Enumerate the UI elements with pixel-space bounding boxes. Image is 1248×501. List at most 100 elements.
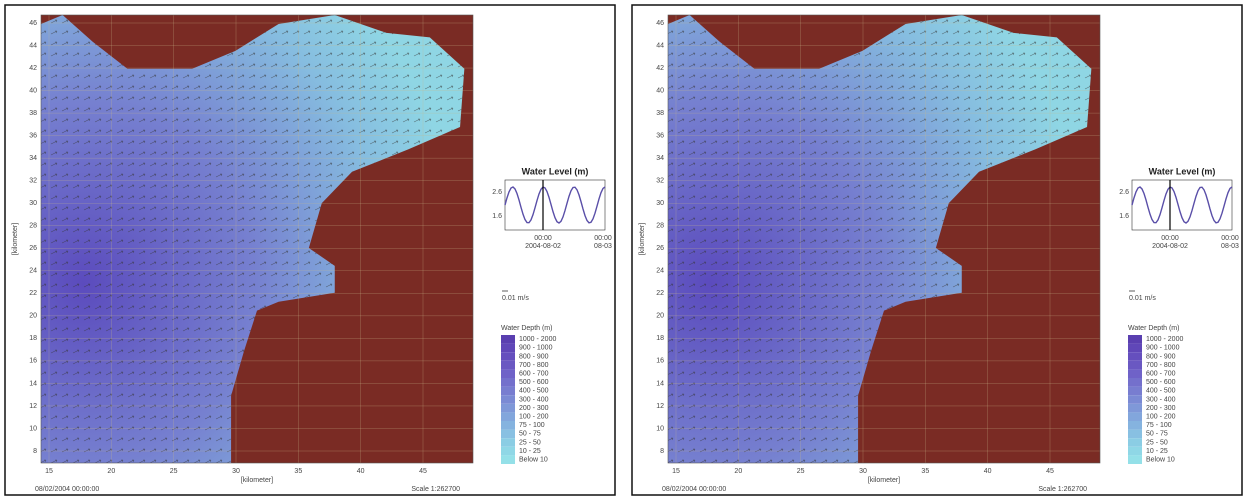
legend-swatch	[501, 438, 515, 447]
y-tick-label: 36	[29, 132, 37, 139]
y-tick-label: 44	[656, 42, 664, 49]
footer-left: 08/02/2004 00:00:00	[35, 486, 99, 493]
legend-label: 400 - 500	[1146, 388, 1176, 395]
legend-swatch	[1128, 369, 1142, 378]
y-tick-label: 32	[29, 178, 37, 185]
inset-y-label: 1.6	[492, 213, 502, 220]
legend-swatch	[501, 335, 515, 344]
legend-label: Below 10	[1146, 457, 1175, 464]
inset-x-label-line: 2004-08-02	[525, 243, 561, 250]
legend-swatch	[1128, 421, 1142, 430]
legend-label: 1000 - 2000	[1146, 336, 1183, 343]
x-tick-label: 40	[357, 468, 365, 475]
inset-x-label: 00:0008-03	[594, 235, 612, 250]
x-tick-label: 30	[232, 468, 240, 475]
legend-swatch	[1128, 352, 1142, 361]
legend-swatch	[501, 387, 515, 396]
inset-x-label-line: 00:00	[594, 235, 612, 242]
x-tick-label: 35	[294, 468, 302, 475]
legend-swatch	[1128, 404, 1142, 413]
y-tick-label: 38	[29, 110, 37, 117]
legend-title: Water Depth (m)	[1128, 325, 1179, 332]
y-tick-label: 34	[656, 155, 664, 162]
x-tick-label: 20	[734, 468, 742, 475]
legend-label: 600 - 700	[519, 371, 549, 378]
legend-label: 300 - 400	[519, 396, 549, 403]
y-tick-label: 18	[29, 335, 37, 342]
legend-label: 50 - 75	[1146, 431, 1168, 438]
y-tick-label: 14	[29, 380, 37, 387]
inset-title: Water Level (m)	[1149, 166, 1216, 176]
inset-x-label-line: 00:00	[1161, 235, 1179, 242]
y-tick-label: 36	[656, 132, 664, 139]
inset-x-label-line: 00:00	[1221, 235, 1239, 242]
legend-label: 500 - 600	[519, 379, 549, 386]
y-tick-label: 12	[656, 403, 664, 410]
legend-swatch	[1128, 387, 1142, 396]
legend-label: 500 - 600	[1146, 379, 1176, 386]
y-tick-label: 46	[656, 20, 664, 27]
legend-label: Below 10	[519, 457, 548, 464]
legend-label: 400 - 500	[519, 388, 549, 395]
x-tick-label: 15	[45, 468, 53, 475]
footer-right: Scale 1:262700	[1038, 486, 1087, 493]
y-tick-label: 26	[29, 245, 37, 252]
legend-swatch	[501, 455, 515, 464]
legend-label: 25 - 50	[519, 439, 541, 446]
legend-label: 700 - 800	[519, 362, 549, 369]
inset-x-label-line: 08-03	[1221, 243, 1239, 250]
legend-swatch	[501, 412, 515, 421]
legend-swatch	[1128, 447, 1142, 456]
y-tick-label: 14	[656, 380, 664, 387]
y-tick-label: 20	[29, 313, 37, 320]
footer-right: Scale 1:262700	[411, 486, 460, 493]
y-tick-label: 18	[656, 335, 664, 342]
figure: 8 10 12 14 16 18 20 22 24 26 28 30 32 34 36 38 40 42 44 46 1…	[0, 0, 1248, 501]
legend-swatch	[1128, 412, 1142, 421]
y-axis-label: [kilometer]	[639, 223, 646, 255]
y-tick-label: 28	[29, 223, 37, 230]
inset-y-label: 2.6	[1119, 189, 1129, 196]
y-tick-label: 8	[660, 448, 664, 455]
inset-y-label: 2.6	[492, 189, 502, 196]
legend-swatch	[501, 369, 515, 378]
legend-label: 900 - 1000	[1146, 345, 1180, 352]
legend-swatch	[1128, 361, 1142, 370]
inset-x-label-line: 00:00	[534, 235, 552, 242]
y-tick-label: 16	[29, 358, 37, 365]
y-tick-label: 40	[29, 87, 37, 94]
legend-swatch	[501, 361, 515, 370]
panel: 8101214161820222426283032343638404244461…	[632, 5, 1242, 495]
legend-label: 10 - 25	[519, 448, 541, 455]
inset-x-label-line: 2004-08-02	[1152, 243, 1188, 250]
legend-swatch	[501, 430, 515, 439]
y-tick-label: 32	[656, 178, 664, 185]
legend-swatch	[1128, 335, 1142, 344]
legend-label: 10 - 25	[1146, 448, 1168, 455]
legend-swatch	[1128, 438, 1142, 447]
legend-label: 100 - 200	[1146, 414, 1176, 421]
scale-label: 0.01 m/s	[502, 295, 529, 302]
x-tick-label: 45	[1046, 468, 1054, 475]
legend-label: 800 - 900	[1146, 353, 1176, 360]
y-tick-label: 10	[29, 425, 37, 432]
inset-title: Water Level (m)	[522, 166, 589, 176]
x-tick-label: 30	[859, 468, 867, 475]
legend-swatch	[1128, 344, 1142, 353]
y-tick-label: 8	[33, 448, 37, 455]
y-tick-label: 24	[656, 268, 664, 275]
y-tick-label: 38	[656, 110, 664, 117]
legend-label: 100 - 200	[519, 414, 549, 421]
panel: 8101214161820222426283032343638404244461…	[5, 5, 615, 495]
legend-label: 300 - 400	[1146, 396, 1176, 403]
y-tick-label: 22	[656, 290, 664, 297]
y-tick-label: 40	[656, 87, 664, 94]
x-tick-label: 25	[170, 468, 178, 475]
x-tick-label: 45	[419, 468, 427, 475]
footer-left: 08/02/2004 00:00:00	[662, 486, 726, 493]
y-tick-label: 42	[29, 65, 37, 72]
legend-label: 200 - 300	[1146, 405, 1176, 412]
legend-label: 25 - 50	[1146, 439, 1168, 446]
inset-x-label-line: 08-03	[594, 243, 612, 250]
